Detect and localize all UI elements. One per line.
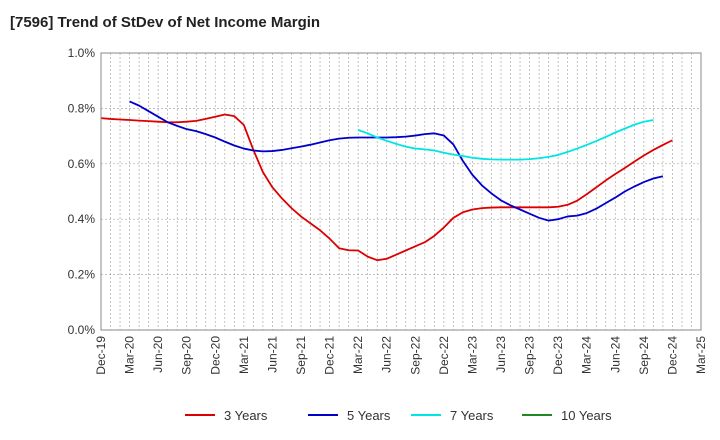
y-tick-label: 0.0% — [68, 323, 96, 337]
legend-label: 5 Years — [347, 408, 391, 423]
legend-label: 10 Years — [561, 408, 612, 423]
x-tick-label: Sep-21 — [294, 336, 308, 375]
x-tick-label: Jun-23 — [494, 336, 508, 373]
x-tick-label: Mar-23 — [465, 336, 479, 374]
x-tick-label: Mar-24 — [580, 336, 594, 374]
chart-title: [7596] Trend of StDev of Net Income Marg… — [10, 14, 321, 31]
x-tick-label: Dec-21 — [323, 336, 337, 375]
y-tick-label: 0.2% — [68, 268, 96, 282]
x-tick-label: Jun-22 — [380, 336, 394, 373]
y-tick-label: 0.6% — [68, 157, 96, 171]
y-tick-label: 1.0% — [68, 46, 96, 60]
series-line — [129, 100, 664, 222]
plot-frame — [100, 52, 702, 331]
legend-label: 7 Years — [450, 408, 494, 423]
x-tick-label: Sep-20 — [180, 336, 194, 375]
legend: 3 Years 5 Years 7 Years 10 Years — [185, 408, 612, 423]
series-lines — [100, 100, 673, 262]
x-tick-label: Dec-24 — [665, 336, 679, 375]
x-axis-tick-labels: Dec-19 Mar-20 Jun-20 Sep-20 Dec-20 Mar-21 Jun-… — [94, 336, 708, 375]
x-tick-label: Mar-20 — [123, 336, 137, 374]
series-line — [100, 113, 673, 262]
y-axis-tick-labels: 0.0% 0.2% 0.4% 0.6% 0.8% 1.0% — [68, 46, 96, 337]
x-tick-label: Mar-25 — [694, 336, 708, 374]
y-tick-label: 0.8% — [68, 101, 96, 115]
x-tick-label: Jun-24 — [608, 336, 622, 373]
x-tick-label: Mar-21 — [237, 336, 251, 374]
x-tick-label: Sep-23 — [523, 336, 537, 375]
legend-label: 3 Years — [224, 408, 268, 423]
x-tick-label: Jun-21 — [265, 336, 279, 373]
x-tick-label: Jun-20 — [151, 336, 165, 373]
x-tick-label: Dec-20 — [208, 336, 222, 375]
grid-lines — [101, 53, 701, 330]
x-tick-label: Dec-22 — [437, 336, 451, 375]
x-tick-label: Sep-22 — [408, 336, 422, 375]
y-tick-label: 0.4% — [68, 212, 96, 226]
series-line — [357, 119, 654, 161]
x-tick-label: Sep-24 — [637, 336, 651, 375]
x-tick-label: Mar-22 — [351, 336, 365, 374]
x-tick-label: Dec-23 — [551, 336, 565, 375]
x-tick-label: Dec-19 — [94, 336, 108, 375]
